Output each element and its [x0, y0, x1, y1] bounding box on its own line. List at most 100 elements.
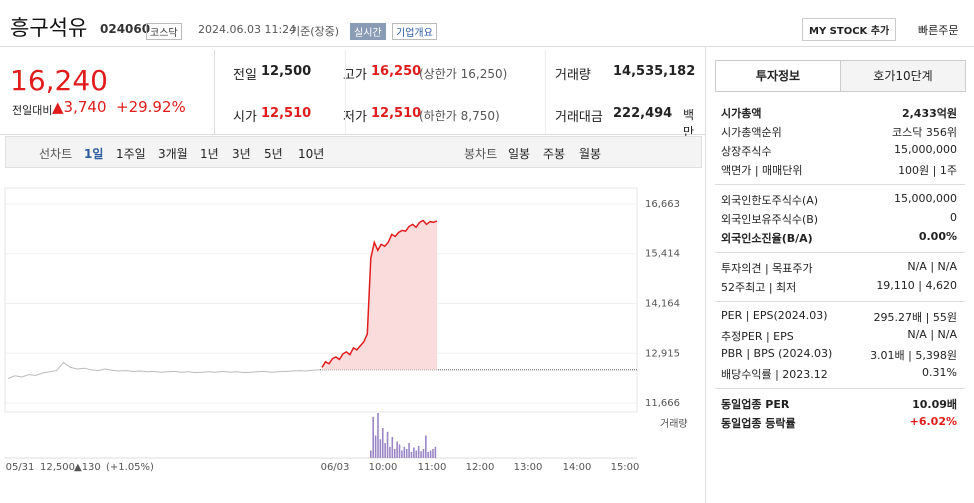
- info-row: 외국인소진율(B/A) 0.00%: [721, 230, 957, 246]
- volume-bar: [374, 435, 377, 458]
- footer-change: ▲130: [74, 462, 101, 473]
- info-label: 시가총액순위: [721, 126, 782, 139]
- info-row: 배당수익률 | 2023.12 0.31%: [721, 366, 957, 382]
- info-row: 투자의견 | 목표주가 N/A | N/A: [721, 260, 957, 276]
- info-label: PER | EPS(2024.03): [721, 309, 828, 322]
- tab-label: 선차트: [39, 147, 73, 161]
- volume-bar: [429, 450, 432, 458]
- stock-name: 흥구석유: [10, 16, 88, 40]
- volume-bar: [386, 431, 389, 458]
- company-button[interactable]: 기업개요: [392, 23, 437, 40]
- mystock-button[interactable]: MY STOCK 추가: [802, 18, 897, 41]
- header: 흥구석유 024060 코스닥 2024.06.03 11:24 기준(장중) …: [0, 0, 974, 47]
- market-tag: 코스닥: [146, 23, 182, 40]
- info-row: 시가총액 2,433억원: [721, 105, 957, 121]
- summary-label: 저가: [343, 110, 367, 125]
- volume-bar: [403, 446, 406, 458]
- group-divider: [715, 252, 965, 253]
- info-row: 추정PER | EPS N/A | N/A: [721, 328, 957, 344]
- change-pct: +29.92%: [116, 98, 186, 116]
- summary-label: 고가: [343, 68, 367, 83]
- summary-value: 12,500: [261, 64, 312, 79]
- summary-label: 시가: [233, 110, 257, 125]
- tab-label: 봉차트: [464, 147, 498, 161]
- tab[interactable]: 월봉: [579, 147, 602, 161]
- datetime: 2024.06.03 11:24: [198, 23, 297, 36]
- info-label: 액면가 | 매매단위: [721, 164, 803, 177]
- info-label: 52주최고 | 최저: [721, 281, 797, 294]
- summary-value: 14,535,182: [613, 64, 696, 79]
- info-value: 19,110 | 4,620: [876, 279, 957, 292]
- area-fill: [322, 220, 437, 370]
- tab[interactable]: 10년: [298, 147, 325, 161]
- x-tick-label: 12:00: [466, 462, 495, 473]
- info-label: 외국인소진율(B/A): [721, 232, 813, 245]
- info-value: N/A | N/A: [907, 260, 957, 273]
- tab[interactable]: 3년: [232, 147, 251, 161]
- summary-label: 전일: [233, 68, 257, 83]
- summary-value: 16,250: [371, 64, 422, 79]
- tab[interactable]: 3개월: [158, 147, 188, 161]
- price-box: 16,240 전일대비 ▲3,740 +29.92%: [0, 50, 215, 135]
- volume-bar: [389, 446, 391, 458]
- volume-bar: [391, 437, 394, 458]
- chart-tabs: 선차트 1일 1주일 3개월 1년 3년 5년 10년 봉차트 일봉 주봉 월봉: [5, 136, 702, 168]
- summary-value: 12,510: [261, 106, 312, 121]
- info-label: 시가총액: [721, 107, 762, 120]
- volume-bar: [410, 452, 413, 458]
- volume-bar: [422, 449, 425, 458]
- plot-frame: [4, 187, 638, 413]
- volume-bar: [372, 416, 374, 458]
- info-label: 상장주식수: [721, 145, 772, 158]
- info-value: 10.09배: [912, 398, 957, 411]
- volume-bar: [370, 450, 372, 458]
- volume-bar: [384, 443, 386, 458]
- info-row: 동일업종 등락률 +6.02%: [721, 415, 957, 431]
- tab[interactable]: 1년: [200, 147, 219, 161]
- x-tick-label: 13:00: [514, 462, 543, 473]
- tab[interactable]: 1일: [84, 147, 104, 161]
- side-tab[interactable]: 투자정보: [715, 60, 841, 92]
- group-divider: [715, 301, 965, 302]
- info-label: 외국인한도주식수(A): [721, 194, 819, 207]
- summary-divider: [345, 50, 346, 134]
- volume-bar: [405, 449, 408, 458]
- info-row: PBR | BPS (2024.03) 3.01배 | 5,398원: [721, 347, 957, 362]
- tab[interactable]: 주봉: [543, 147, 566, 161]
- info-row: 상장주식수 15,000,000: [721, 143, 957, 159]
- change: ▲3,740: [52, 98, 107, 116]
- current-price: 16,240: [10, 64, 108, 97]
- x-tick-label: 15:00: [611, 462, 640, 473]
- footer-price: 12,500: [40, 462, 75, 473]
- quick-order-button[interactable]: 빠른주문: [918, 24, 959, 37]
- tab[interactable]: 5년: [264, 147, 283, 161]
- info-value: 코스닥 356위: [892, 126, 957, 139]
- info-label: PBR | BPS (2024.03): [721, 347, 833, 360]
- info-label: 외국인보유주식수(B): [721, 213, 819, 226]
- info-value: 15,000,000: [894, 143, 957, 156]
- basis: 기준(장중): [290, 25, 340, 38]
- volume-bar: [381, 428, 384, 458]
- volume-bar: [427, 452, 430, 458]
- summary-label: 거래대금: [555, 110, 603, 125]
- volume-bar: [377, 413, 379, 458]
- y-tick-label: 16,663: [645, 199, 680, 210]
- y-tick-label: 12,915: [645, 348, 680, 359]
- volume-bar: [401, 450, 403, 458]
- info-row: 외국인보유주식수(B) 0: [721, 211, 957, 227]
- y-tick-label: 14,164: [645, 299, 680, 310]
- y-tick-label: 11,666: [645, 398, 680, 409]
- y-tick-label: 15,414: [645, 249, 680, 260]
- volume-bar: [432, 449, 434, 458]
- info-row: 동일업종 PER 10.09배: [721, 396, 957, 412]
- tab[interactable]: 1주일: [116, 147, 146, 161]
- x-tick-label: 14:00: [563, 462, 592, 473]
- side-tab[interactable]: 호가10단계: [840, 60, 966, 92]
- volume-bar: [415, 450, 418, 458]
- info-value: 2,433억원: [901, 107, 957, 120]
- volume-bar: [417, 446, 420, 458]
- tab[interactable]: 일봉: [508, 147, 531, 161]
- change-label: 전일대비: [12, 104, 53, 117]
